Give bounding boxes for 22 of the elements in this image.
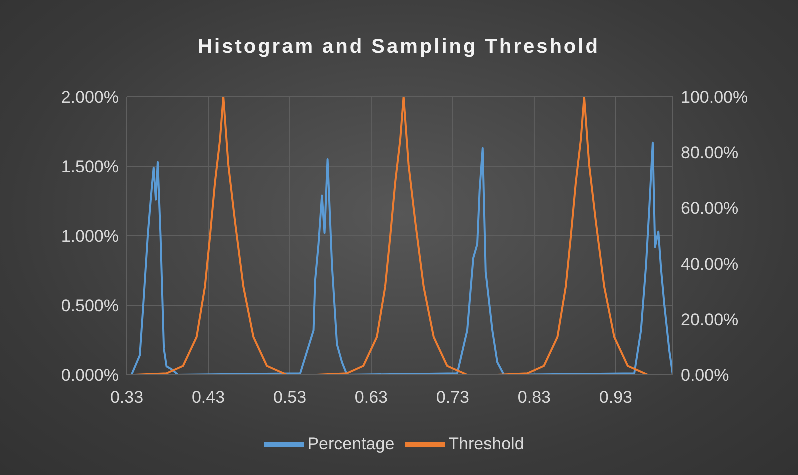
x-tick-label: 0.83 — [518, 388, 552, 408]
y2-tick-label: 20.00% — [681, 310, 739, 330]
x-tick-label: 0.73 — [436, 388, 470, 408]
x-tick-label: 0.43 — [192, 388, 226, 408]
chart-title: Histogram and Sampling Threshold — [197, 36, 601, 59]
x-tick-label: 0.53 — [273, 388, 307, 408]
y-tick-label: 1.000% — [61, 227, 119, 246]
y2-tick-label: 40.00% — [681, 254, 739, 274]
x-tick-label: 0.63 — [354, 388, 388, 408]
legend-label: Percentage — [308, 434, 395, 454]
y2-tick-label: 80.00% — [681, 144, 739, 163]
line-series — [130, 142, 673, 375]
x-tick-label: 0.93 — [599, 388, 632, 408]
y-tick-label: 1.500% — [61, 158, 119, 177]
y2-tick-label: 100.00% — [681, 88, 748, 108]
y-tick-label: 2.000% — [61, 88, 119, 108]
y2-tick-label: 60.00% — [681, 199, 739, 218]
y2-tick-label: 0.00% — [681, 366, 730, 386]
y-tick-label: 0.000% — [61, 366, 119, 386]
legend-label: Threshold — [448, 434, 524, 454]
y-tick-label: 0.500% — [61, 296, 119, 316]
x-tick-label: 0.33 — [110, 388, 144, 408]
